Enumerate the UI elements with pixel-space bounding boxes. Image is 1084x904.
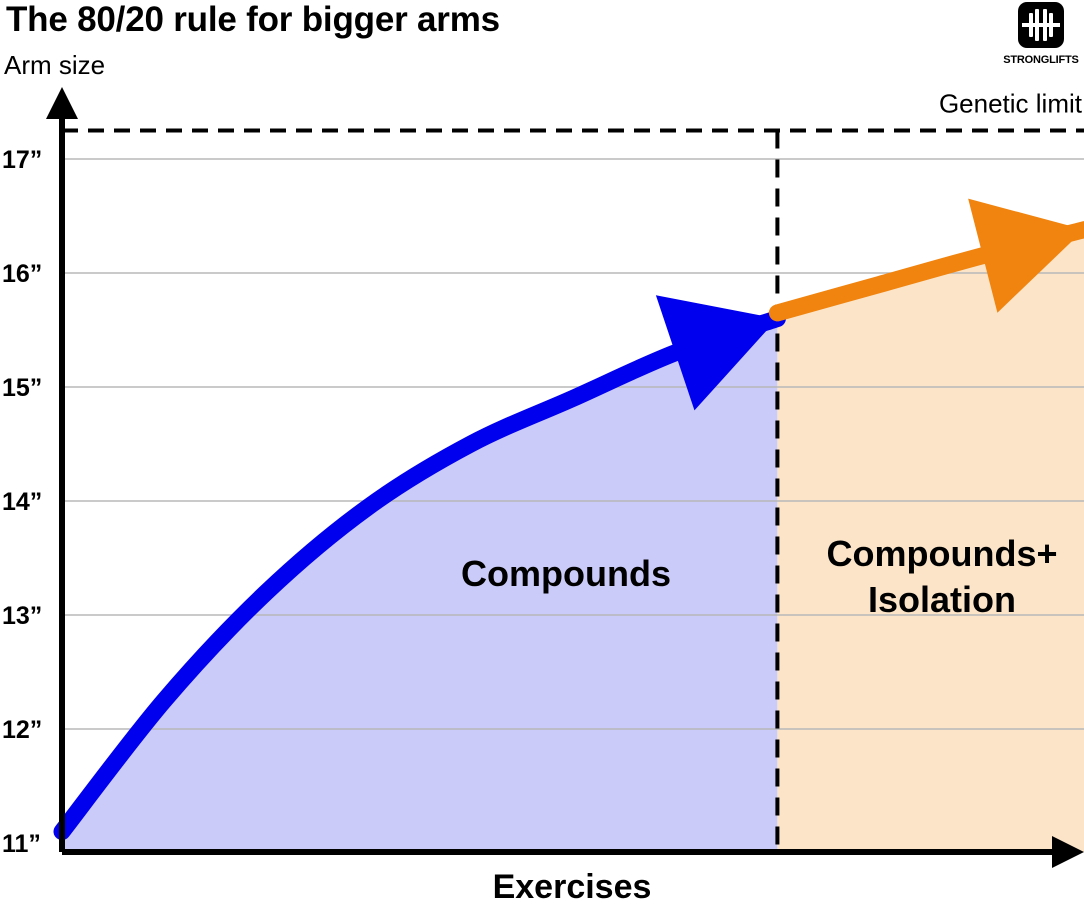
y-axis-label: Arm size: [4, 50, 105, 80]
brand-name: STRONGLIFTS: [1003, 54, 1079, 66]
compounds-curve: [53, 310, 786, 841]
y-tick-label: 17”: [2, 146, 42, 174]
y-tick-label: 16”: [2, 260, 42, 288]
y-tick-label: 11”: [2, 830, 41, 858]
x-axis-arrow: [1052, 836, 1084, 868]
y-tick-label: 15”: [2, 374, 42, 402]
chart-title: The 80/20 rule for bigger arms: [6, 0, 500, 39]
genetic-limit-label: Genetic limit: [939, 89, 1083, 119]
y-tick-label: 14”: [2, 488, 42, 516]
compounds-label: Compounds: [461, 553, 671, 594]
y-axis-arrow: [46, 87, 78, 119]
compounds-isolation-label: Isolation: [868, 579, 1016, 620]
y-tick-label: 12”: [2, 716, 42, 744]
compounds-isolation-label: Compounds+: [827, 533, 1058, 574]
x-axis-label: Exercises: [493, 868, 652, 904]
y-tick-label: 13”: [2, 602, 42, 630]
compounds-isolation-region: [777, 229, 1084, 852]
barbell-icon: [1018, 2, 1064, 48]
isolation-arrowhead: [968, 198, 1084, 313]
compounds-arrowhead: [655, 295, 778, 411]
stronglifts-logo: STRONGLIFTS: [998, 2, 1084, 72]
compounds-region: [62, 318, 778, 853]
